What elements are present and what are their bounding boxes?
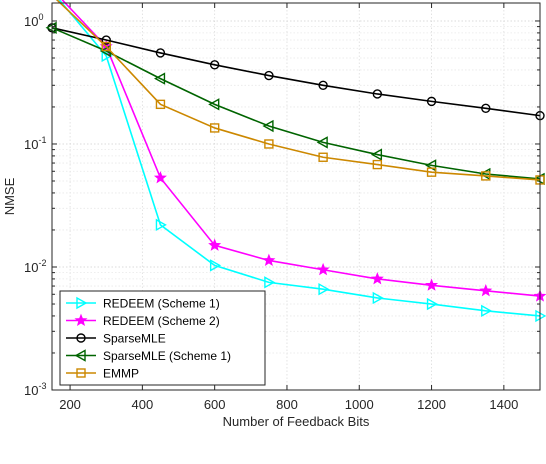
data-point <box>153 171 167 184</box>
legend-marker <box>76 296 88 310</box>
data-point <box>318 282 330 296</box>
data-point <box>425 278 439 291</box>
plot-frame <box>51 2 541 391</box>
legend-entry: REDEEM (Scheme 2) <box>66 313 220 328</box>
y-tick-label: 100 <box>24 12 43 29</box>
data-point <box>318 152 328 162</box>
data-point <box>155 99 166 110</box>
x-tick-label: 800 <box>276 397 298 412</box>
data-point <box>372 291 384 305</box>
x-tick-label: 1400 <box>489 397 518 412</box>
data-point <box>370 148 383 161</box>
y-tick-label: 10-2 <box>24 258 46 275</box>
legend-entry: SparseMLE (Scheme 1) <box>66 349 231 363</box>
series-line <box>55 0 541 181</box>
data-point <box>262 119 274 133</box>
legend-marker <box>74 349 86 362</box>
data-point <box>264 70 274 81</box>
series-line <box>61 0 541 297</box>
series-4 <box>55 0 545 185</box>
axis-ticks: 200 400 600 800 1000 1200 1400 100 10-1 10-2 10-3 <box>24 3 540 412</box>
data-point <box>426 96 437 107</box>
data-point <box>264 139 274 149</box>
x-tick-label: 600 <box>204 397 226 412</box>
series-0 <box>58 0 546 323</box>
legend-marker <box>76 333 86 343</box>
data-point <box>316 262 330 276</box>
x-axis-label: Number of Feedback Bits <box>223 414 370 429</box>
y-axis-label: NMSE <box>2 177 17 215</box>
series-line <box>58 0 541 317</box>
data-point <box>370 272 384 285</box>
legend-marker <box>74 313 88 327</box>
plot-series <box>45 0 546 323</box>
legend-label: EMMP <box>103 367 139 381</box>
x-tick-label: 1000 <box>345 397 374 412</box>
legend-label: SparseMLE <box>103 332 166 346</box>
series-2 <box>47 23 545 121</box>
data-point <box>316 136 328 149</box>
legend-marker <box>76 368 86 378</box>
grid <box>52 3 540 391</box>
y-tick-label: 10-1 <box>24 135 46 152</box>
data-point <box>209 60 220 70</box>
legend-entry: REDEEM (Scheme 1) <box>66 297 220 311</box>
data-point <box>208 98 220 111</box>
data-point <box>318 80 328 90</box>
data-point <box>426 297 438 311</box>
data-point <box>262 253 276 266</box>
series-line <box>51 27 541 117</box>
data-point <box>481 171 491 181</box>
x-tick-label: 400 <box>132 397 154 412</box>
data-point <box>155 218 167 232</box>
data-point <box>264 276 276 289</box>
legend-label: REDEEM (Scheme 2) <box>103 314 220 328</box>
data-point <box>481 103 491 114</box>
data-point <box>426 167 437 177</box>
data-point <box>481 304 493 318</box>
data-point <box>208 238 222 251</box>
legend-entry: EMMP <box>66 367 139 381</box>
data-point <box>209 259 222 272</box>
data-point <box>372 89 383 99</box>
data-point <box>372 159 383 170</box>
x-tick-label: 200 <box>59 397 81 412</box>
legend-entry: SparseMLE <box>66 332 166 346</box>
x-tick-label: 1200 <box>417 397 446 412</box>
y-tick-label: 10-3 <box>24 381 46 398</box>
data-point <box>155 48 166 58</box>
data-point <box>479 284 493 297</box>
data-point <box>154 72 166 85</box>
legend: REDEEM (Scheme 1) REDEEM (Scheme 2) Sparse… <box>59 290 266 386</box>
data-point <box>101 35 111 45</box>
data-point <box>101 41 111 52</box>
legend-label: SparseMLE (Scheme 1) <box>103 349 231 363</box>
data-point <box>209 123 220 133</box>
series-line <box>51 27 541 180</box>
legend-label: REDEEM (Scheme 1) <box>103 297 220 311</box>
